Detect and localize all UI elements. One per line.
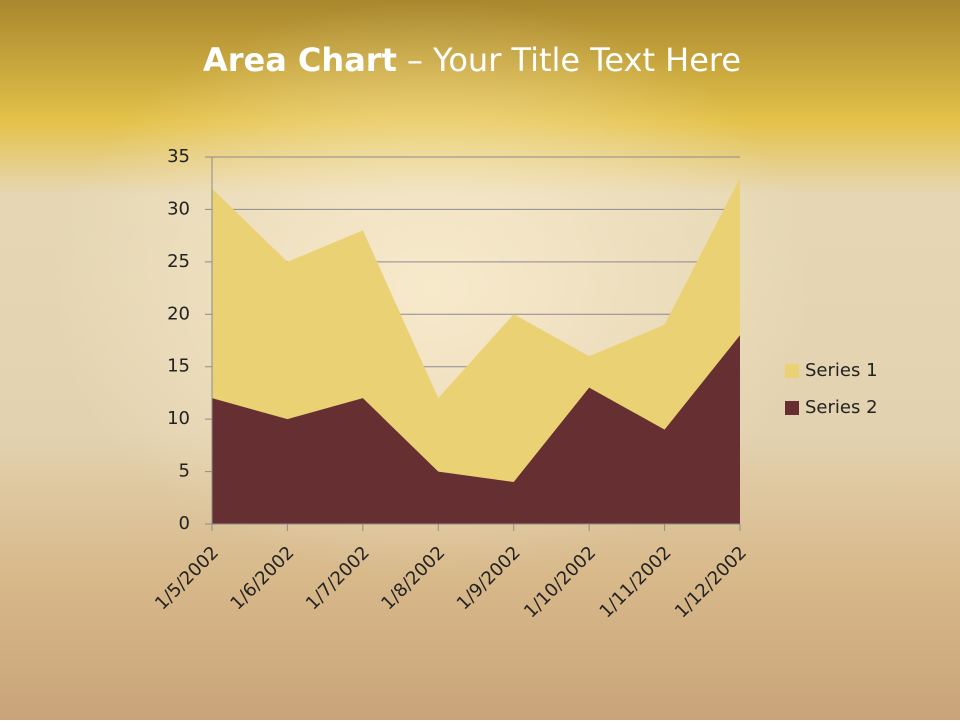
legend-label: Series 2 [805,397,878,418]
legend-label: Series 1 [805,360,878,381]
y-tick-label: 30 [167,198,190,219]
title-bold: Area Chart [203,41,397,79]
y-tick-label: 25 [167,251,190,272]
legend-swatch [785,364,799,378]
y-tick-label: 5 [179,461,190,482]
area [212,335,740,524]
y-tick-label: 20 [167,303,190,324]
title-rest: – Your Title Text Here [407,41,741,79]
slide-title: Area Chart – Your Title Text Here [203,41,741,79]
y-tick-label: 10 [167,408,190,429]
legend-swatch [785,401,799,415]
y-tick-label: 0 [179,513,190,534]
y-tick-label: 15 [167,356,190,377]
y-tick-label: 35 [167,146,190,167]
